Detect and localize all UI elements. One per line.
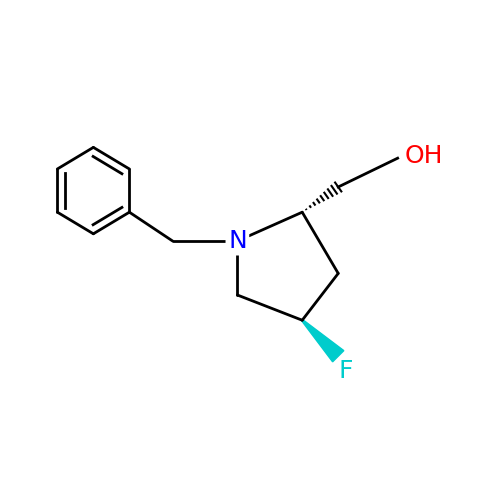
Text: N: N — [228, 229, 247, 253]
Text: OH: OH — [405, 144, 444, 169]
Polygon shape — [302, 320, 344, 362]
Text: F: F — [338, 358, 352, 382]
